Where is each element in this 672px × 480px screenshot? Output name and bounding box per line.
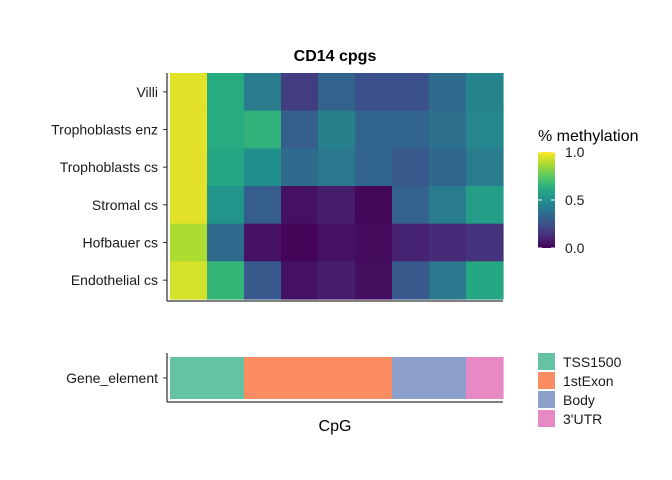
colorbar-ticks: 1.0 0.5 0.0 [538, 144, 585, 256]
heatmap-cell [318, 110, 356, 149]
heatmap-cell [170, 110, 208, 149]
heatmap-cell [170, 73, 208, 112]
heatmap-cell [392, 148, 430, 187]
heatmap-cell [281, 186, 319, 225]
heatmap-cell [392, 110, 430, 149]
row-label: Trophoblasts cs [60, 159, 158, 175]
heatmap-cell [207, 186, 245, 225]
heatmap-cell [207, 223, 245, 262]
row-label: Villi [136, 84, 158, 100]
heatmap-axes [166, 73, 503, 302]
legend-label: 3'UTR [563, 411, 602, 427]
heatmap-cell [281, 261, 319, 300]
heatmap-cell [244, 223, 282, 262]
x-axis-label: CpG [319, 418, 352, 435]
heatmap-cell [466, 73, 504, 112]
methylation-heatmap [170, 73, 504, 300]
heatmap-cell [392, 186, 430, 225]
colorbar-label: 0.5 [565, 192, 585, 208]
gene-element-axes: Gene_element [66, 353, 503, 403]
gene-element-cell [170, 357, 208, 399]
gene-element-bar [170, 357, 504, 399]
gene-element-cell [392, 357, 430, 399]
heatmap-cell [466, 110, 504, 149]
gene-element-row-label: Gene_element [66, 370, 158, 386]
heatmap-cell [318, 148, 356, 187]
colorbar-label: 0.0 [565, 240, 585, 256]
heatmap-cell [429, 186, 467, 225]
chart-title: CD14 cpgs [294, 48, 377, 65]
heatmap-cell [244, 73, 282, 112]
heatmap-cell [466, 186, 504, 225]
gene-element-legend: TSS1500 1stExon Body 3'UTR [538, 353, 622, 427]
heatmap-cell [207, 261, 245, 300]
heatmap-cell [429, 148, 467, 187]
row-label: Stromal cs [92, 197, 158, 213]
heatmap-cell [355, 110, 393, 149]
legend-swatch [538, 372, 555, 389]
heatmap-cell [429, 223, 467, 262]
gene-element-cell [429, 357, 467, 399]
heatmap-cell [281, 73, 319, 112]
row-label: Endothelial cs [71, 272, 158, 288]
heatmap-cell [355, 223, 393, 262]
heatmap-cell [466, 223, 504, 262]
heatmap-cell [355, 148, 393, 187]
gene-element-cell [281, 357, 319, 399]
row-label: Trophoblasts enz [51, 122, 158, 138]
heatmap-cell [318, 186, 356, 225]
heatmap-cell [429, 110, 467, 149]
colorbar-label: 1.0 [565, 144, 585, 160]
heatmap-cell [207, 148, 245, 187]
heatmap-cell [466, 261, 504, 300]
heatmap-cell [429, 73, 467, 112]
colorbar-title: % methylation [538, 128, 639, 145]
heatmap-cell [281, 110, 319, 149]
heatmap-cell [281, 148, 319, 187]
heatmap-cell [244, 148, 282, 187]
heatmap-cell [318, 223, 356, 262]
legend-label: Body [563, 392, 595, 408]
row-label: Hofbauer cs [83, 235, 158, 251]
heatmap-cell [355, 186, 393, 225]
heatmap-cell [392, 261, 430, 300]
legend-swatch [538, 353, 555, 370]
legend-swatch [538, 391, 555, 408]
heatmap-cell [355, 261, 393, 300]
heatmap-cell [244, 186, 282, 225]
heatmap-cell [207, 110, 245, 149]
heatmap-cell [244, 110, 282, 149]
heatmap-cell [170, 261, 208, 300]
heatmap-cell [207, 73, 245, 112]
gene-element-cell [355, 357, 393, 399]
heatmap-cell [318, 73, 356, 112]
gene-element-cell [207, 357, 245, 399]
legend-swatch [538, 410, 555, 427]
heatmap-cell [281, 223, 319, 262]
colorbar [538, 152, 555, 248]
heatmap-cell [170, 223, 208, 262]
heatmap-cell [392, 223, 430, 262]
heatmap-cell [466, 148, 504, 187]
legend-label: TSS1500 [563, 354, 622, 370]
heatmap-cell [318, 261, 356, 300]
legend-label: 1stExon [563, 373, 614, 389]
gene-element-cell [244, 357, 282, 399]
heatmap-cell [429, 261, 467, 300]
heatmap-row-labels: Villi Trophoblasts enz Trophoblasts cs Stro… [51, 84, 167, 288]
heatmap-cell [355, 73, 393, 112]
heatmap-cell [170, 186, 208, 225]
gene-element-cell [318, 357, 356, 399]
heatmap-cell [170, 148, 208, 187]
heatmap-cell [244, 261, 282, 300]
gene-element-cell [466, 357, 504, 399]
heatmap-cell [392, 73, 430, 112]
